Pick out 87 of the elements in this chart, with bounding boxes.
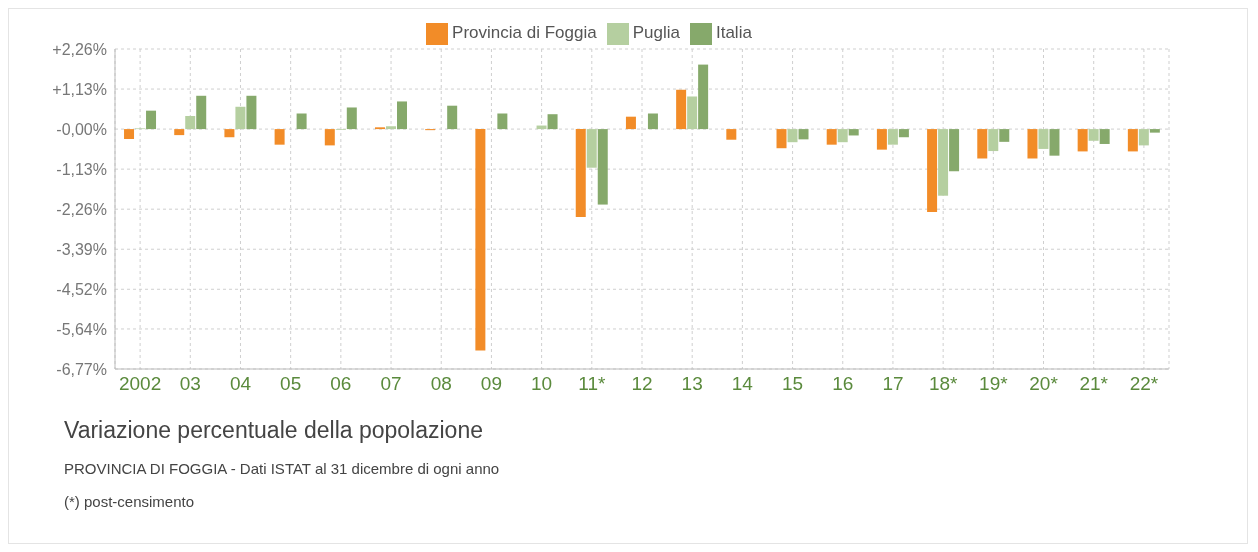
bar	[927, 129, 938, 213]
x-tick-label: 13	[681, 373, 703, 395]
bar	[586, 129, 597, 168]
bar	[988, 129, 999, 152]
bar	[698, 64, 709, 130]
bar	[475, 129, 486, 351]
y-tick-label: +1,13%	[52, 80, 107, 98]
bar	[235, 106, 246, 130]
bar	[547, 114, 558, 130]
x-tick-label: 2002	[118, 373, 162, 395]
bar	[999, 129, 1010, 142]
x-tick-label: 20*	[1029, 373, 1059, 395]
y-tick-label: -4,52%	[56, 280, 107, 298]
y-tick-label: -6,77%	[56, 360, 107, 378]
bar	[196, 95, 207, 130]
bar	[676, 89, 687, 130]
bar	[396, 101, 407, 130]
x-tick-label: 14	[731, 373, 754, 395]
legend-label: Puglia	[632, 23, 680, 43]
legend-label: Italia	[715, 23, 752, 43]
bar	[876, 129, 887, 150]
y-tick-label: -5,64%	[56, 320, 107, 338]
bar	[887, 129, 898, 145]
bar	[1049, 129, 1060, 156]
bar	[848, 129, 859, 136]
x-tick-label: 19*	[979, 373, 1009, 395]
y-tick-label: -3,39%	[56, 240, 107, 258]
bar	[798, 129, 809, 140]
y-tick-label: -1,13%	[56, 160, 107, 178]
x-tick-label: 11*	[578, 373, 606, 395]
text: PROVINCIA DI FOGGIA - Dati ISTAT al 31 dicembre di ogni anno	[64, 460, 501, 477]
bar	[1027, 129, 1038, 159]
text: (*) post-censimento	[64, 493, 196, 510]
x-tick-label: 22*	[1129, 373, 1159, 395]
bar	[146, 110, 157, 130]
bar	[185, 115, 196, 130]
bar	[776, 129, 787, 149]
x-tick-label: 10	[531, 373, 553, 395]
bar	[497, 113, 508, 130]
x-tick-label: 04	[229, 373, 252, 395]
y-tick-label: -2,26%	[56, 200, 107, 218]
bar	[1138, 129, 1149, 146]
bar	[575, 129, 586, 217]
bar	[687, 96, 698, 130]
y-tick-label: +2,26%	[52, 40, 107, 58]
bar	[726, 129, 737, 140]
bar	[385, 126, 396, 130]
bar	[938, 129, 949, 196]
bar	[124, 129, 135, 140]
x-tick-label: 21*	[1079, 373, 1109, 395]
bar	[224, 129, 235, 138]
y-tick-label: -0,00%	[56, 120, 107, 138]
bar	[647, 113, 658, 130]
bar	[625, 116, 636, 130]
bar	[174, 129, 185, 136]
x-tick-label: 17	[882, 373, 904, 395]
bar	[447, 105, 458, 130]
bar	[274, 129, 285, 145]
bar	[1127, 129, 1138, 152]
x-tick-label: 18*	[928, 373, 959, 395]
bar	[346, 107, 357, 130]
legend-label: Provincia di Foggia	[452, 23, 597, 43]
x-tick-label: 08	[430, 373, 452, 395]
x-tick-label: 15	[782, 373, 804, 395]
x-tick-label: 12	[631, 373, 653, 395]
x-tick-label: 03	[179, 373, 201, 395]
bar	[1038, 129, 1049, 149]
bar	[977, 129, 988, 159]
x-tick-label: 06	[330, 373, 352, 395]
x-tick-label: 07	[380, 373, 402, 395]
bar	[826, 129, 837, 145]
bar	[1077, 129, 1088, 152]
bar	[787, 129, 798, 143]
bar	[837, 129, 848, 143]
bar	[898, 129, 909, 138]
x-tick-label: 05	[280, 373, 302, 395]
bar	[1149, 129, 1160, 133]
bar	[597, 129, 608, 205]
bar	[296, 113, 307, 130]
bar	[949, 129, 960, 172]
x-tick-label: 16	[832, 373, 854, 395]
x-tick-label: 09	[480, 373, 502, 395]
text: Variazione percentuale della popolazione	[64, 417, 484, 444]
bar	[1099, 129, 1110, 144]
bar	[246, 95, 257, 130]
bar	[1088, 129, 1099, 141]
bar	[324, 129, 335, 146]
